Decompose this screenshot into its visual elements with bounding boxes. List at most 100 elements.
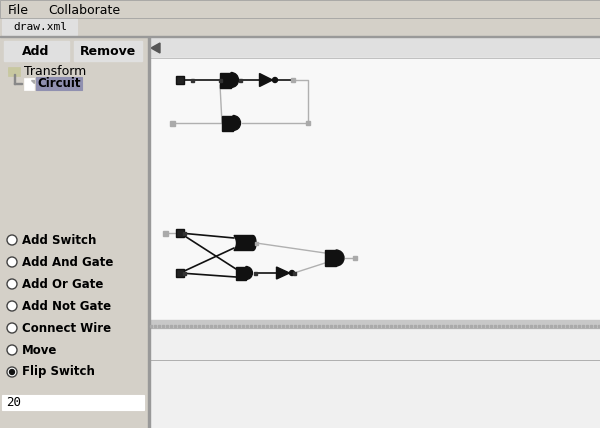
Bar xyxy=(518,325,520,327)
Bar xyxy=(298,325,300,327)
Bar xyxy=(254,325,256,327)
Text: Connect Wire: Connect Wire xyxy=(22,321,111,335)
Bar xyxy=(170,325,172,327)
Bar xyxy=(534,325,536,327)
Bar xyxy=(254,241,257,244)
Bar xyxy=(14,74,15,84)
Bar xyxy=(163,231,167,235)
Bar xyxy=(410,325,412,327)
Bar xyxy=(254,271,257,274)
Text: Transform: Transform xyxy=(24,65,86,77)
Bar xyxy=(594,325,596,327)
Bar xyxy=(366,325,368,327)
Bar xyxy=(158,325,160,327)
Bar xyxy=(406,325,408,327)
Circle shape xyxy=(7,279,17,289)
Polygon shape xyxy=(260,74,272,86)
Bar xyxy=(598,325,600,327)
Bar xyxy=(422,325,424,327)
Bar xyxy=(0,0,600,18)
Bar xyxy=(234,325,236,327)
Wedge shape xyxy=(231,72,239,87)
Bar xyxy=(274,325,276,327)
Bar xyxy=(154,325,156,327)
Bar xyxy=(446,325,448,327)
Bar xyxy=(246,325,248,327)
Bar xyxy=(582,325,584,327)
Bar xyxy=(150,328,600,360)
Bar xyxy=(186,325,188,327)
Wedge shape xyxy=(336,250,344,266)
Bar xyxy=(262,325,264,327)
Bar xyxy=(150,58,600,320)
Bar xyxy=(390,325,392,327)
Bar xyxy=(218,78,221,81)
Bar xyxy=(8,67,20,76)
Bar xyxy=(334,325,336,327)
Bar xyxy=(502,325,504,327)
Bar xyxy=(230,325,232,327)
Text: Add And Gate: Add And Gate xyxy=(22,256,113,268)
Bar xyxy=(36,77,82,90)
Bar xyxy=(434,325,436,327)
Bar xyxy=(578,325,580,327)
Bar xyxy=(498,325,500,327)
Bar xyxy=(354,325,356,327)
Bar xyxy=(174,325,176,327)
Polygon shape xyxy=(151,43,160,53)
Bar xyxy=(325,250,336,266)
Text: Flip Switch: Flip Switch xyxy=(22,366,95,378)
Bar xyxy=(306,325,308,327)
Bar xyxy=(382,325,384,327)
Polygon shape xyxy=(277,267,290,279)
Bar xyxy=(182,232,185,235)
Bar xyxy=(293,271,296,274)
Bar xyxy=(466,325,468,327)
Bar xyxy=(198,325,200,327)
Bar xyxy=(402,325,404,327)
Bar xyxy=(150,325,152,327)
Bar xyxy=(236,267,246,279)
Bar xyxy=(526,325,528,327)
Bar xyxy=(342,325,344,327)
Bar xyxy=(566,325,568,327)
Bar xyxy=(270,325,272,327)
Bar xyxy=(374,325,376,327)
Bar xyxy=(386,325,388,327)
Bar xyxy=(530,325,532,327)
Bar xyxy=(218,325,220,327)
Bar xyxy=(0,0,600,18)
Bar xyxy=(326,325,328,327)
Text: Circuit: Circuit xyxy=(37,77,81,90)
Text: File: File xyxy=(8,3,29,17)
Bar xyxy=(482,325,484,327)
Bar xyxy=(150,360,600,428)
Bar xyxy=(178,325,180,327)
Bar xyxy=(350,325,352,327)
Text: 20: 20 xyxy=(6,396,21,410)
Bar xyxy=(558,325,560,327)
Text: Collaborate: Collaborate xyxy=(48,3,120,17)
Bar xyxy=(0,36,600,37)
Bar xyxy=(74,41,142,61)
Bar xyxy=(438,325,440,327)
Polygon shape xyxy=(234,235,256,250)
Bar xyxy=(286,325,288,327)
Bar xyxy=(170,121,175,125)
Bar xyxy=(239,78,241,81)
Bar xyxy=(442,325,444,327)
Bar xyxy=(291,78,295,82)
Polygon shape xyxy=(31,80,34,83)
Wedge shape xyxy=(246,267,253,279)
Bar xyxy=(176,229,184,237)
Bar xyxy=(450,325,452,327)
Bar xyxy=(194,325,196,327)
Bar xyxy=(250,325,252,327)
Bar xyxy=(0,37,148,428)
Bar xyxy=(258,325,260,327)
Bar xyxy=(458,325,460,327)
Bar xyxy=(150,58,600,320)
Circle shape xyxy=(272,77,277,83)
Bar xyxy=(191,78,193,81)
Bar xyxy=(550,325,552,327)
